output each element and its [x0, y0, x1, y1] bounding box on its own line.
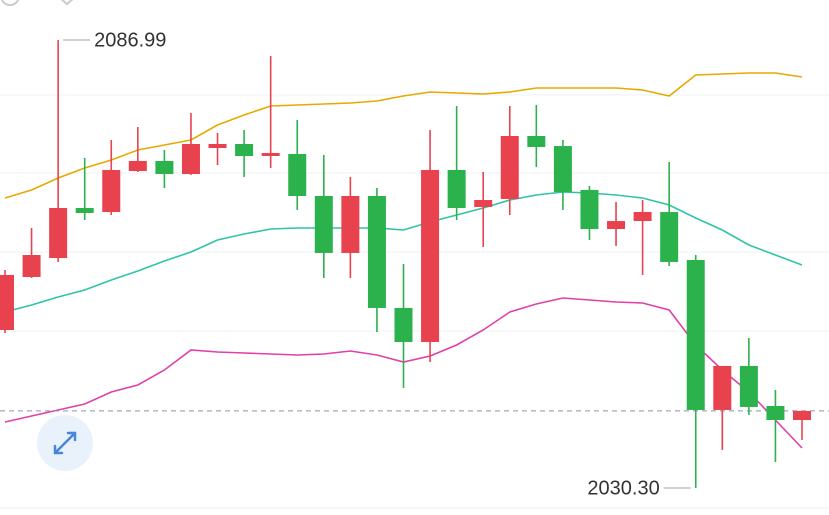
candle-body [288, 154, 307, 196]
candle-body [0, 275, 14, 331]
candle-body [793, 410, 811, 421]
icon [60, 0, 74, 6]
candle-body [580, 189, 599, 230]
candle-body [527, 136, 546, 147]
candle-body [155, 160, 174, 175]
icon [0, 0, 20, 6]
candle-body [394, 307, 413, 343]
candle-body [553, 146, 572, 193]
annotation-label: 2086.99 [94, 29, 166, 51]
candle-body [341, 195, 360, 253]
candle-body [367, 195, 386, 308]
candle-body [75, 207, 94, 213]
candle-body [102, 169, 121, 213]
candle-body [208, 143, 227, 149]
annotation-label: 2030.30 [587, 477, 659, 499]
candle-body [660, 212, 679, 262]
candle-body [421, 169, 440, 343]
expand-icon[interactable] [53, 431, 77, 455]
candle-body [128, 160, 147, 172]
candle-body [686, 259, 705, 410]
candle-body [474, 200, 493, 207]
top-icons [0, 0, 74, 6]
candle-body [447, 169, 466, 208]
candle-body [235, 143, 254, 156]
band-line [4, 72, 803, 199]
candle-body [713, 365, 732, 410]
candle-body [181, 143, 200, 175]
candle-body [500, 136, 519, 199]
plot: 2086.99 2030.30 [0, 29, 829, 499]
candle-body [49, 207, 68, 259]
candle-body [22, 255, 41, 277]
candle-body [607, 221, 626, 230]
expand-button[interactable] [37, 415, 93, 471]
candle-body [633, 212, 652, 222]
candle-body [314, 195, 333, 253]
candle-body [261, 152, 280, 156]
candle-body [739, 365, 758, 407]
candle-body [766, 405, 785, 421]
